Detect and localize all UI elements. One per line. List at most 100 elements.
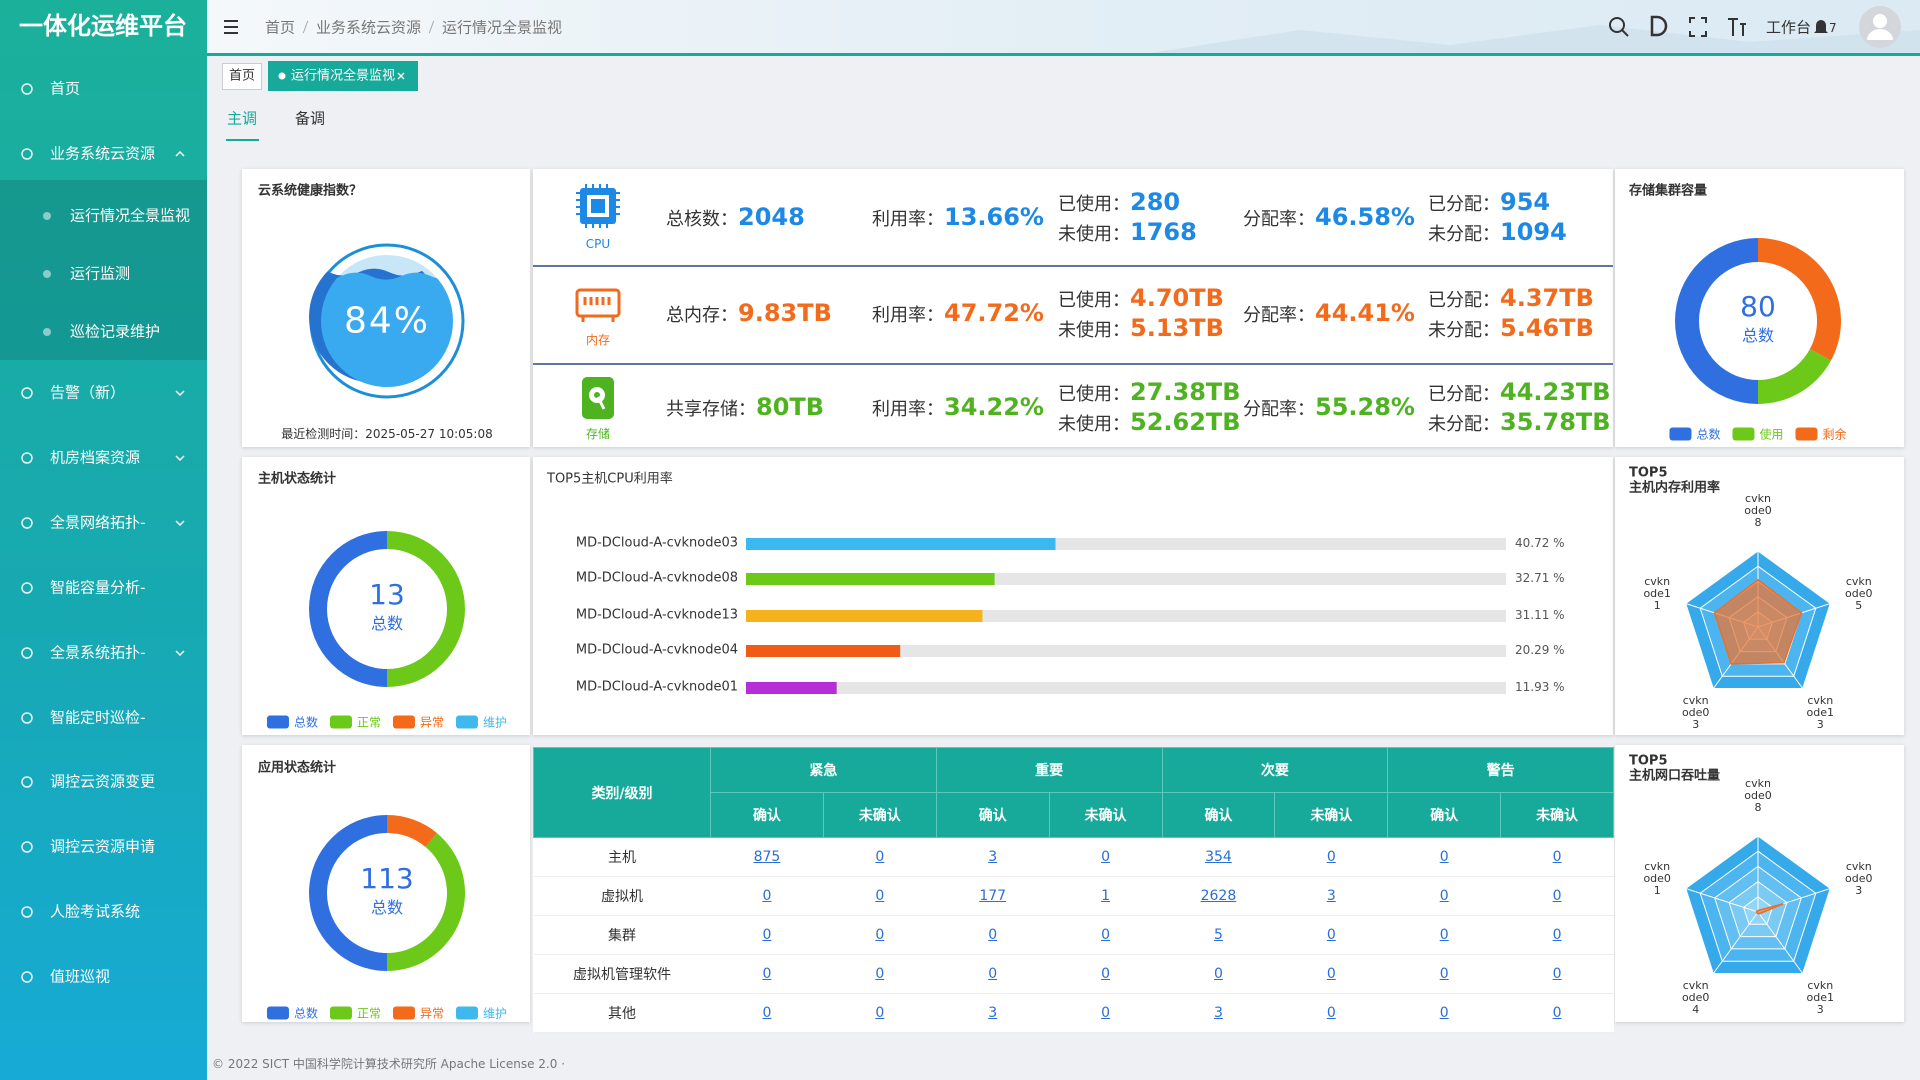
submenu-item[interactable]: 运行情况全景监视 (70, 206, 191, 225)
breadcrumb: 首页 业务系统云资源 运行情况全景监视 (265, 17, 562, 38)
cell-link[interactable]: 0 (1552, 888, 1562, 904)
menu-item[interactable]: 告警（新） (50, 383, 126, 402)
tab-close[interactable] (397, 72, 405, 80)
radar-label: cvknode01 (1643, 860, 1671, 898)
tab-label[interactable]: 运行情况全景监视 (291, 68, 396, 84)
cell-link[interactable]: 0 (1326, 927, 1336, 943)
cell-link[interactable]: 1 (1101, 888, 1111, 904)
metric: 未使用： 52.62TB (1058, 408, 1241, 436)
metric-value: 44.41% (1315, 299, 1415, 327)
metric-value: 44.23TB (1500, 378, 1611, 406)
bell-icon[interactable] (1814, 20, 1828, 33)
cell-link[interactable]: 3 (988, 1005, 998, 1021)
search-icon[interactable] (1609, 17, 1629, 37)
cell-link[interactable]: 0 (1552, 966, 1562, 982)
cell-link[interactable]: 0 (1439, 966, 1449, 982)
breadcrumb-item[interactable]: 首页 (265, 18, 296, 37)
cell-link[interactable]: 3 (1213, 1005, 1223, 1021)
menu-item[interactable]: 机房档案资源 (50, 448, 141, 467)
metric: 未分配： 35.78TB (1428, 408, 1611, 436)
check-time: 最近检测时间：2025-05-27 10:05:08 (281, 427, 493, 442)
cell-link[interactable]: 0 (1101, 849, 1111, 865)
bar-label: MD-DCloud-A-cvknode03 (575, 535, 738, 551)
cell-link[interactable]: 0 (1326, 1005, 1336, 1021)
cell-link[interactable]: 0 (875, 849, 885, 865)
cell-link[interactable]: 0 (875, 1005, 885, 1021)
bar-value: 31.11 % (1515, 608, 1565, 623)
cell-link[interactable]: 0 (1439, 927, 1449, 943)
cell-link[interactable]: 0 (1552, 927, 1562, 943)
menu-item[interactable]: 调控云资源申请 (50, 837, 156, 856)
table-cell: 0 (1049, 915, 1162, 955)
cell-link[interactable]: 0 (762, 927, 772, 943)
menu-item[interactable]: 人脸考试系统 (50, 902, 141, 921)
cell-link[interactable]: 0 (1552, 849, 1562, 865)
fullscreen-icon[interactable] (1689, 17, 1707, 37)
legend-swatch (1795, 427, 1818, 441)
cell-link[interactable]: 0 (988, 927, 998, 943)
cell-link[interactable]: 0 (1326, 966, 1336, 982)
tab-active[interactable] (268, 61, 418, 91)
cell-link[interactable]: 0 (988, 966, 998, 982)
menu-item[interactable]: 智能容量分析- (50, 578, 146, 597)
subtab[interactable]: 备调 (294, 109, 326, 128)
cell-link[interactable]: 0 (1439, 849, 1449, 865)
radar-label: cvknode13 (1806, 693, 1835, 731)
breadcrumb-item[interactable]: 业务系统云资源 (316, 18, 422, 37)
menu-icon (21, 387, 33, 399)
tab-label[interactable]: 首页 (228, 68, 256, 84)
legend-swatch (1732, 427, 1755, 441)
doc-icon[interactable] (1650, 15, 1668, 37)
cell-link[interactable]: 177 (979, 888, 1007, 904)
cell-link[interactable]: 0 (762, 966, 772, 982)
cell-link[interactable]: 0 (762, 888, 772, 904)
menu-icon (21, 841, 33, 853)
tab[interactable] (222, 63, 262, 90)
legend: 总数 使用 剩余 (1669, 426, 1847, 443)
menu-item[interactable]: 全景网络拓扑- (50, 513, 146, 532)
cell-link[interactable]: 0 (875, 966, 885, 982)
cell-link[interactable]: 3 (1326, 888, 1336, 904)
legend-label: 异常 (420, 1006, 445, 1021)
cell-link[interactable]: 0 (1326, 849, 1336, 865)
cell-link[interactable]: 3 (988, 849, 998, 865)
cell-link[interactable]: 0 (1552, 1005, 1562, 1021)
row-label: 其他 (533, 993, 711, 1033)
breadcrumb-item[interactable]: 运行情况全景监视 (442, 18, 563, 37)
cell-link[interactable]: 0 (762, 1005, 772, 1021)
cell-link[interactable]: 875 (753, 849, 781, 865)
menu-item[interactable]: 全景系统拓扑- (50, 643, 146, 662)
menu-item[interactable]: 值班巡视 (50, 967, 111, 986)
table-cell: 3 (1274, 876, 1388, 916)
font-size-icon[interactable] (1728, 18, 1746, 36)
submenu-item[interactable]: 运行监测 (70, 264, 131, 283)
submenu-item[interactable]: 巡检记录维护 (70, 322, 161, 341)
menu-icon (21, 971, 33, 983)
cell-link[interactable]: 0 (1101, 927, 1111, 943)
table-cell: 0 (710, 993, 824, 1033)
cell-link[interactable]: 0 (1213, 966, 1223, 982)
menu-item[interactable]: 调控云资源变更 (50, 772, 156, 791)
bar-value: 20.29 % (1515, 643, 1565, 658)
menu-item[interactable]: 首页 (50, 79, 81, 98)
cell-link[interactable]: 0 (1439, 888, 1449, 904)
cell-link[interactable]: 0 (1439, 1005, 1449, 1021)
subtab[interactable]: 主调 (226, 109, 258, 128)
workbench[interactable]: 工作台 (1766, 18, 1812, 37)
cell-link[interactable]: 354 (1205, 849, 1232, 865)
menu-toggle[interactable] (224, 20, 238, 34)
cell-link[interactable]: 0 (1101, 966, 1111, 982)
donut-segment (1758, 349, 1832, 404)
cell-link[interactable]: 5 (1213, 927, 1223, 943)
menu-item[interactable]: 智能定时巡检- (50, 708, 146, 727)
radar-label: cvknode13 (1806, 978, 1835, 1016)
cell-link[interactable]: 0 (875, 888, 885, 904)
cell-link[interactable]: 2628 (1200, 888, 1237, 904)
notice-count: 7 (1829, 21, 1837, 36)
metric-value: 280 (1130, 188, 1181, 216)
cell-link[interactable]: 0 (1101, 1005, 1111, 1021)
cell-link[interactable]: 0 (875, 927, 885, 943)
menu-item[interactable]: 业务系统云资源 (50, 144, 156, 163)
icon-label: 内存 (585, 333, 611, 348)
